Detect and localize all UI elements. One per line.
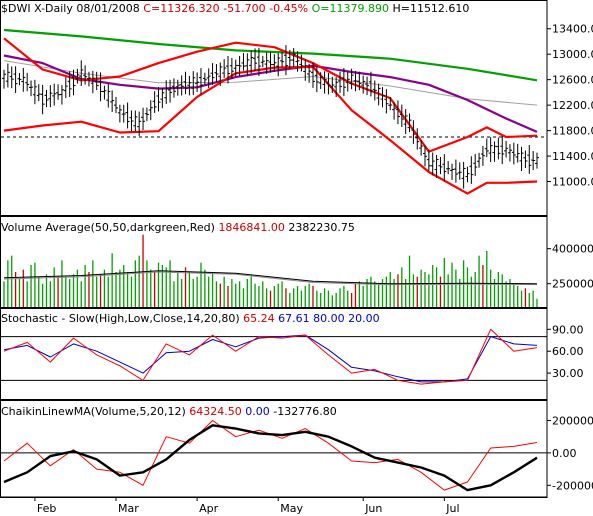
stoch-lower-value: 20.00 xyxy=(348,312,380,325)
volume-average-line xyxy=(3,270,538,285)
stoch-d-line xyxy=(3,334,538,383)
x-tick-label-jun: Jun xyxy=(364,502,382,515)
price-header: $DWI X-Daily 08/01/2008 C=11326.320 -51.… xyxy=(1,2,469,15)
volume-header: Volume Average(50,50,darkgreen,Red) 1846… xyxy=(1,221,355,234)
bollinger-lower-line xyxy=(3,65,538,195)
x-tick-label-apr: Apr xyxy=(199,502,219,515)
stoch-k-line xyxy=(3,328,538,385)
x-tick-label-feb: Feb xyxy=(37,502,56,515)
x-tick-label-may: May xyxy=(280,502,303,515)
chaikin-ytick-label: 200000 xyxy=(552,414,593,427)
stochastic-ytick-label: 90.00 xyxy=(552,323,584,336)
chaikin-ma-value: -132776.80 xyxy=(273,405,337,418)
ma-gray-line xyxy=(3,60,538,106)
volume-average-value: 2382230.75 xyxy=(288,221,355,234)
change-pct-value: -0.45% xyxy=(269,2,309,15)
stochastic-ytick-label: 30.00 xyxy=(552,367,584,380)
price-ytick-label: 13000.00 xyxy=(552,48,593,61)
stochastic-ytick-label: 60.00 xyxy=(552,345,584,358)
open-value: O=11379.890 xyxy=(311,2,389,15)
stoch-d-value: 67.61 xyxy=(278,312,310,325)
date-label: 08/01/2008 xyxy=(76,2,140,15)
volume-ytick-label: 4000000 xyxy=(552,243,593,256)
stoch-k-value: 65.24 xyxy=(243,312,275,325)
chaikin-zero-value: 0.00 xyxy=(245,405,270,418)
price-ytick-label: 11800.00 xyxy=(552,125,593,138)
price-panel-frame xyxy=(0,0,548,216)
volume-ytick-label: 2500000 xyxy=(552,278,593,291)
volume-value: 1846841.00 xyxy=(218,221,285,234)
price-ytick-label: 11000.00 xyxy=(552,176,593,189)
close-value: C=11326.320 xyxy=(143,2,220,15)
price-ytick-label: 13400.00 xyxy=(552,23,593,36)
stochastic-header: Stochastic - Slow(High,Low,Close,14,20,8… xyxy=(1,312,380,325)
chaikin-label: ChaikinLinewMA(Volume,5,20,12) xyxy=(1,405,186,418)
change-value: -51.700 xyxy=(223,2,266,15)
price-ytick-label: 11400.00 xyxy=(552,150,593,163)
symbol-label: $DWI X-Daily xyxy=(1,2,73,15)
volume-average-gray-line xyxy=(3,271,538,286)
price-ytick-label: 12600.00 xyxy=(552,74,593,87)
volume-label: Volume Average(50,50,darkgreen,Red) xyxy=(1,221,215,234)
chaikin-ma-line xyxy=(3,424,538,492)
chaikin-ytick-label: 0.00 xyxy=(552,447,577,460)
chaikin-ytick-label: -200000 xyxy=(552,479,593,492)
price-ytick-label: 12200.00 xyxy=(552,99,593,112)
chaikin-value: 64324.50 xyxy=(189,405,242,418)
chaikin-header: ChaikinLinewMA(Volume,5,20,12) 64324.50 … xyxy=(1,405,337,418)
stoch-upper-value: 80.00 xyxy=(313,312,345,325)
high-value: H=11512.610 xyxy=(392,2,470,15)
x-tick-label-mar: Mar xyxy=(118,502,139,515)
stochastic-label: Stochastic - Slow(High,Low,Close,14,20,8… xyxy=(1,312,240,325)
x-tick-label-jul: Jul xyxy=(445,502,459,515)
ma-green-line xyxy=(3,28,538,82)
